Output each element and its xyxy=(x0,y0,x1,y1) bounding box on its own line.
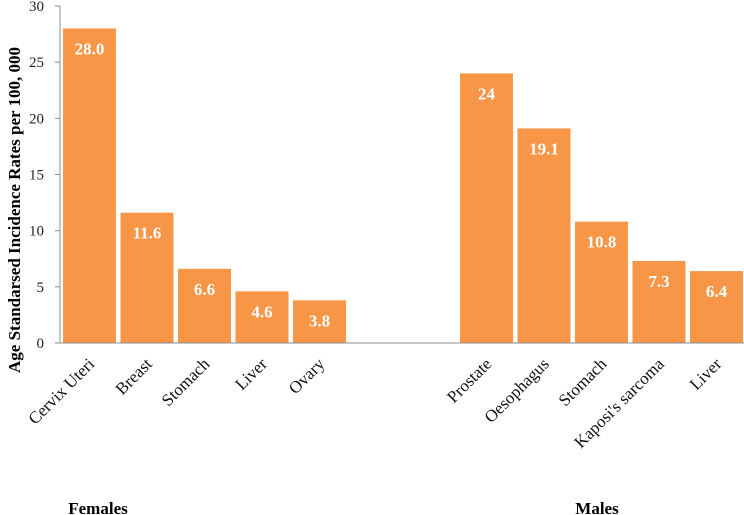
bar xyxy=(575,221,628,343)
bar xyxy=(293,300,346,343)
y-tick-label: 30 xyxy=(29,0,44,15)
bar xyxy=(632,260,686,343)
category-label: Liver xyxy=(231,354,271,394)
y-axis: 0 5 10 15 20 25 30 xyxy=(29,0,61,352)
group-title: Females xyxy=(68,499,128,515)
data-label: 6.6 xyxy=(194,280,215,299)
category-label: Breast xyxy=(112,354,156,398)
category-label: Ovary xyxy=(285,354,329,398)
category-label: Stomach xyxy=(555,354,611,410)
bar xyxy=(63,28,116,343)
y-tick-label: 5 xyxy=(37,280,45,296)
y-tick-label: 25 xyxy=(29,55,44,71)
bar xyxy=(178,268,231,343)
group-titles: Females Males xyxy=(68,499,619,515)
bar xyxy=(517,128,571,343)
data-label: 10.8 xyxy=(587,233,617,252)
y-tick-label: 20 xyxy=(29,111,44,127)
bar xyxy=(690,271,743,343)
category-label: Liver xyxy=(686,354,726,394)
y-axis-title: Age Standarsed Incidence Rates per 100, … xyxy=(5,47,24,373)
category-label: Prostate xyxy=(443,354,495,406)
category-label: Stomach xyxy=(158,354,214,410)
data-label: 7.3 xyxy=(648,272,669,291)
data-label: 6.4 xyxy=(706,282,728,301)
data-label: 3.8 xyxy=(309,311,330,330)
x-axis: Cervix Uteri Breast Stomach Liver Ovary Prost… xyxy=(24,342,744,452)
data-label: 24 xyxy=(478,84,496,103)
group-title: Males xyxy=(575,499,619,515)
y-tick-label: 10 xyxy=(29,224,44,240)
data-label: 4.6 xyxy=(251,302,272,321)
bar xyxy=(235,291,289,343)
bar xyxy=(460,73,513,344)
y-tick-label: 0 xyxy=(37,336,45,352)
bar xyxy=(120,212,174,343)
data-label: 19.1 xyxy=(529,139,559,158)
y-tick-label: 15 xyxy=(29,168,44,184)
data-label: 28.0 xyxy=(75,39,105,58)
category-label: Cervix Uteri xyxy=(24,354,98,428)
data-label: 11.6 xyxy=(133,224,162,243)
bars: 28.0 11.6 6.6 4.6 3.8 24 19.1 10.8 7.3 6.4 xyxy=(63,28,743,344)
